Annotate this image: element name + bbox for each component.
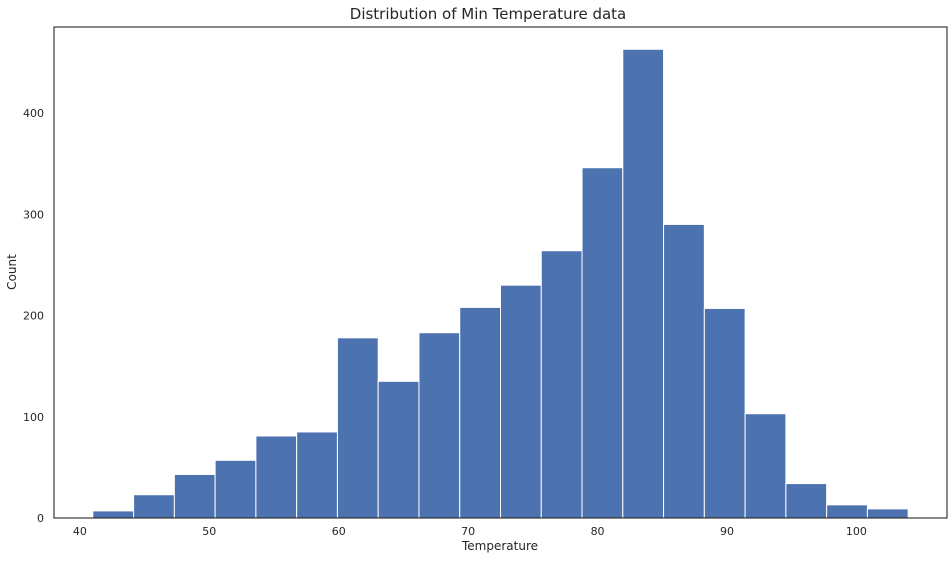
bars-group bbox=[92, 48, 909, 519]
histogram-bar bbox=[744, 413, 787, 519]
histogram-bar bbox=[866, 508, 909, 519]
x-axis: 40 50 60 70 80 90 100 bbox=[73, 525, 867, 538]
histogram-bar bbox=[500, 284, 542, 519]
x-tick-label: 70 bbox=[461, 525, 475, 538]
histogram-bar bbox=[622, 48, 665, 519]
x-tick-label: 100 bbox=[846, 525, 867, 538]
y-tick-label: 400 bbox=[23, 107, 44, 120]
plot-frame bbox=[53, 26, 948, 519]
y-tick-label: 300 bbox=[23, 208, 44, 221]
histogram-bar bbox=[336, 337, 379, 519]
histogram-bar bbox=[255, 435, 298, 519]
histogram-bar bbox=[92, 510, 135, 519]
x-tick-label: 90 bbox=[720, 525, 734, 538]
x-axis-label: Temperature bbox=[461, 539, 538, 553]
y-tick-label: 200 bbox=[23, 310, 44, 323]
y-axis-label: Count bbox=[5, 254, 19, 290]
histogram-bar bbox=[826, 504, 868, 519]
x-tick-label: 60 bbox=[332, 525, 346, 538]
histogram-bar bbox=[785, 483, 828, 519]
chart-title: Distribution of Min Temperature data bbox=[350, 5, 626, 23]
x-tick-label: 50 bbox=[202, 525, 216, 538]
histogram-bar bbox=[540, 250, 583, 519]
histogram-bar bbox=[377, 380, 420, 519]
x-tick-label: 80 bbox=[591, 525, 605, 538]
x-tick-label: 40 bbox=[73, 525, 87, 538]
histogram-bar bbox=[459, 306, 501, 519]
histogram-bar bbox=[418, 332, 461, 519]
y-tick-label: 0 bbox=[37, 512, 44, 525]
histogram-bar bbox=[173, 473, 216, 519]
histogram-bar bbox=[296, 431, 338, 519]
histogram-bar bbox=[663, 223, 705, 519]
histogram-bar bbox=[703, 307, 746, 519]
y-tick-label: 100 bbox=[23, 411, 44, 424]
histogram-bar bbox=[214, 459, 257, 519]
histogram-bar bbox=[581, 167, 624, 519]
histogram-bar bbox=[133, 494, 175, 519]
y-axis: 0 100 200 300 400 bbox=[23, 107, 44, 525]
